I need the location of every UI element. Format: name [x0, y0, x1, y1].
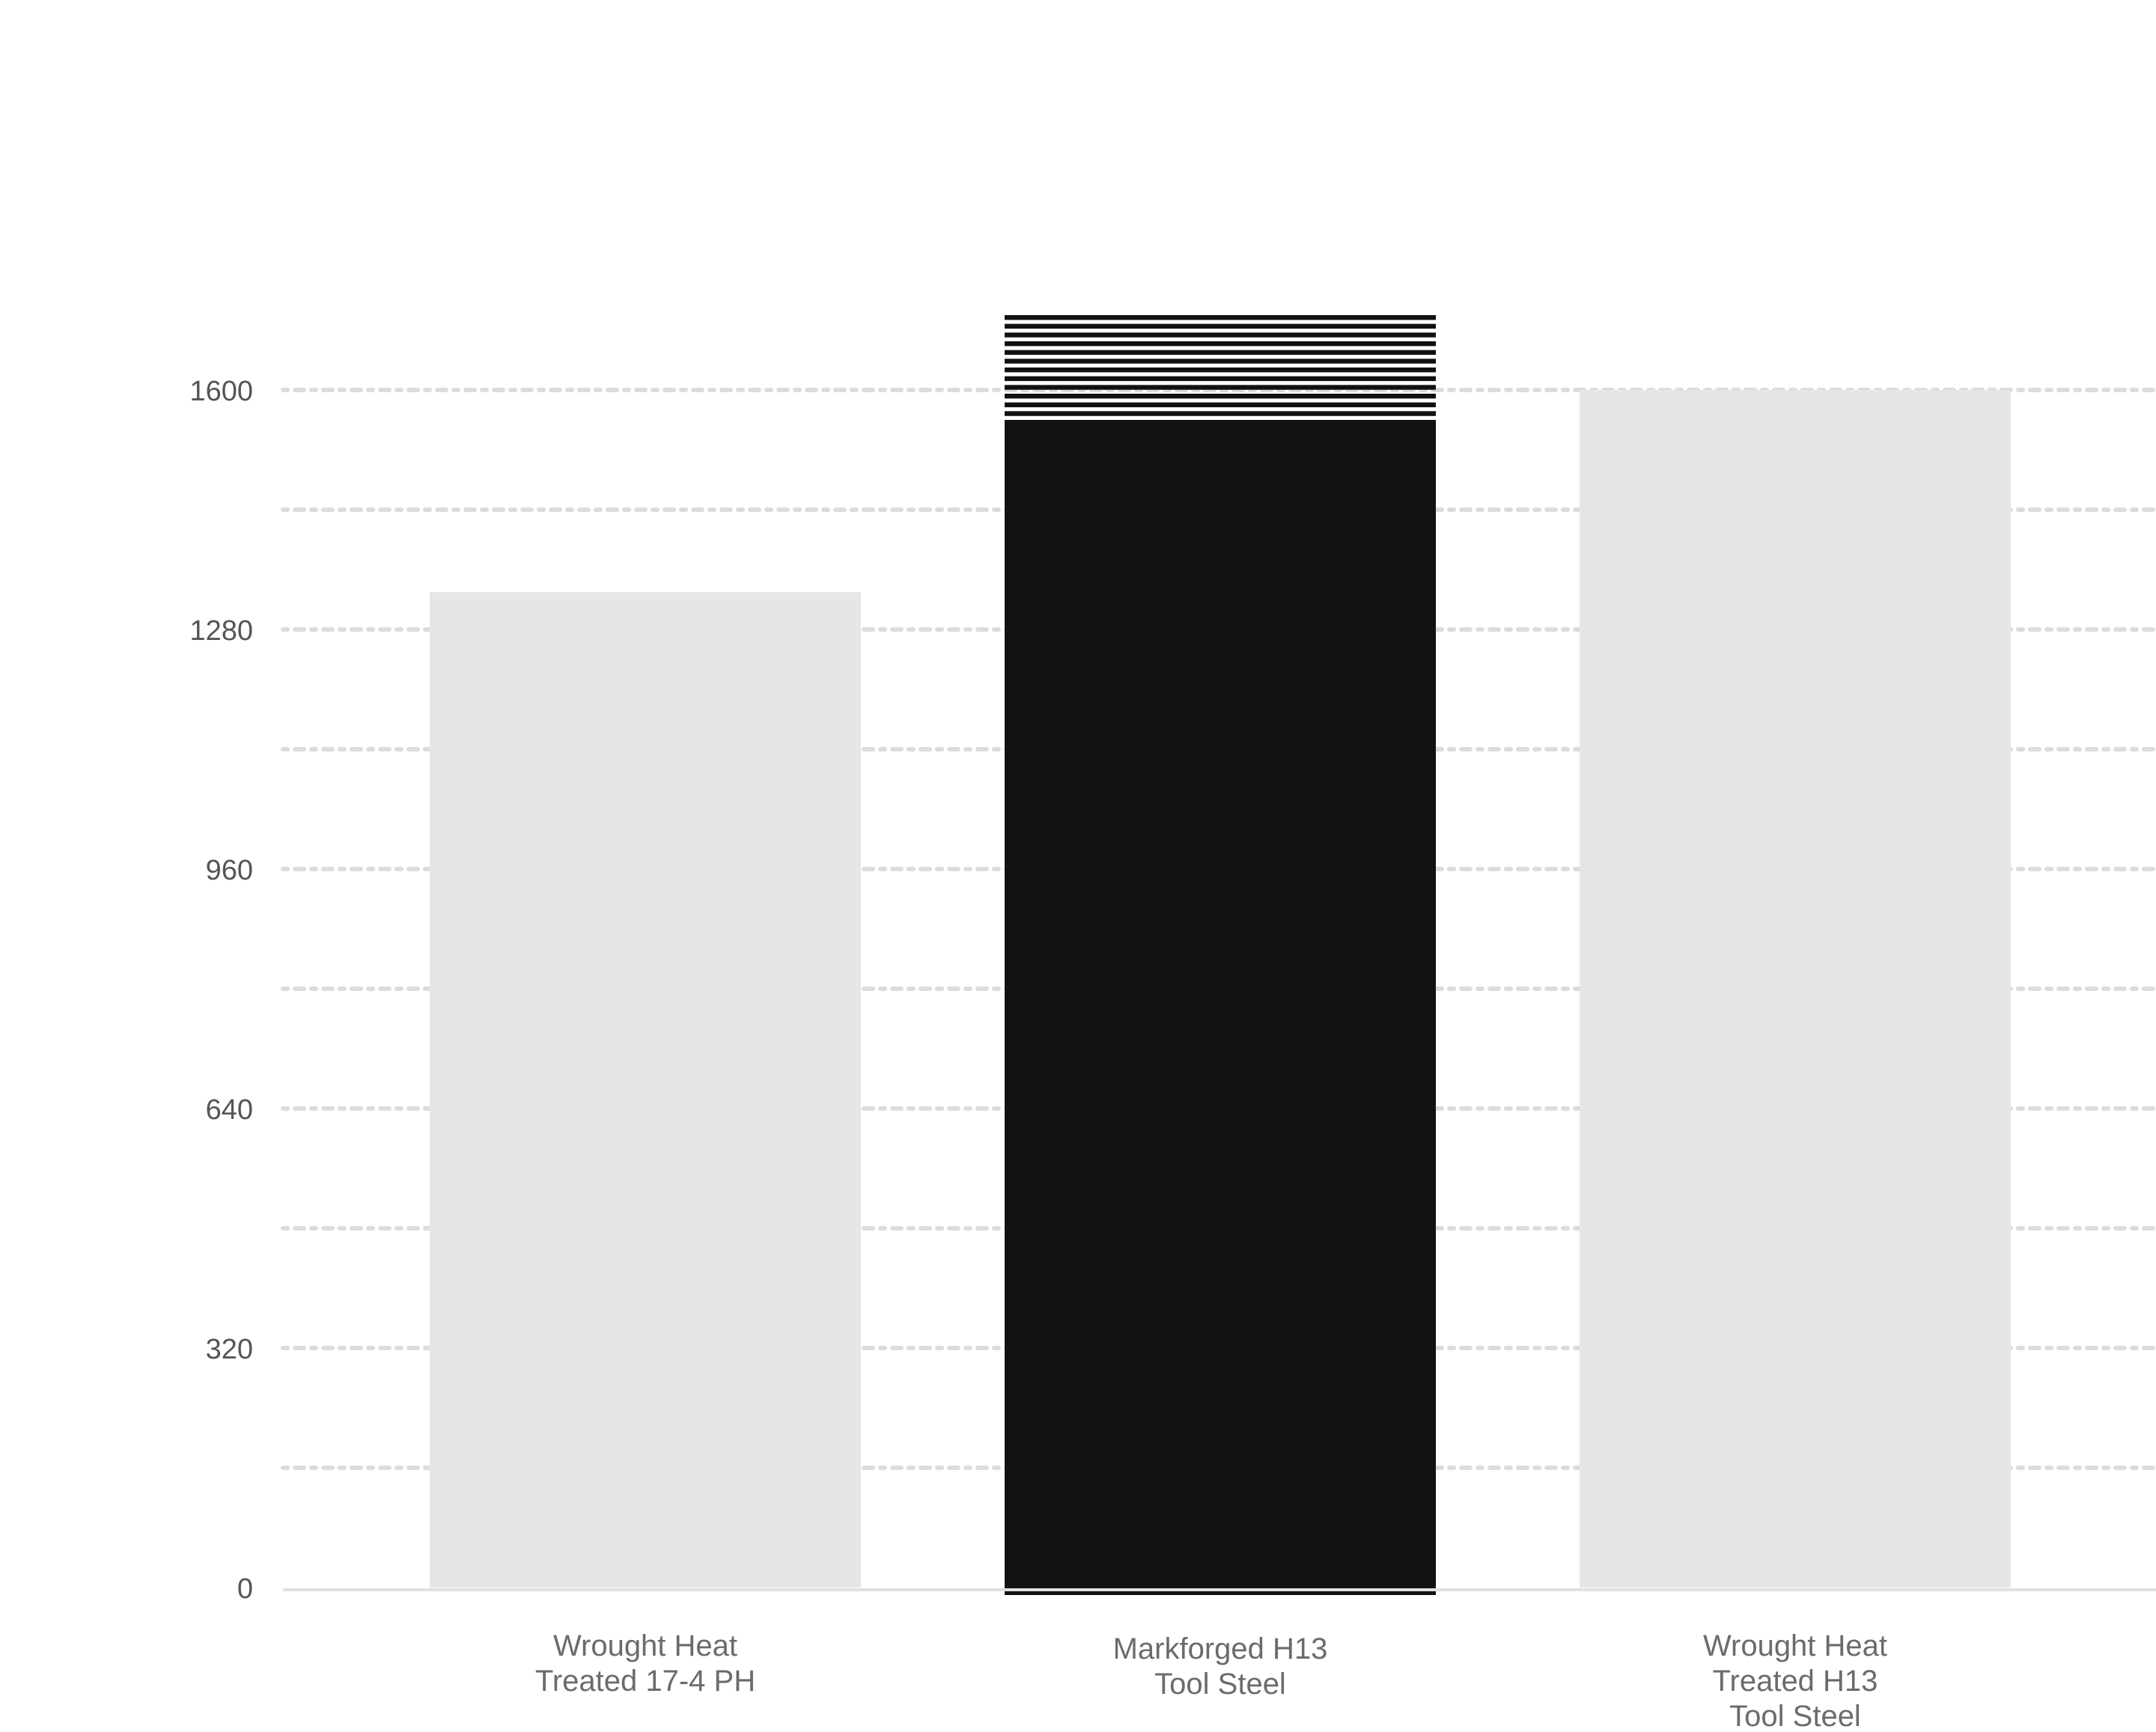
bar-wrought-17-4-ph	[430, 592, 861, 1588]
range-stripe	[1005, 402, 1436, 408]
y-tick-label: 0	[237, 1573, 253, 1605]
range-stripe	[1005, 394, 1436, 399]
bars	[430, 315, 2011, 1595]
y-tick-label: 320	[206, 1334, 253, 1365]
bar-wrought-h13	[1580, 390, 2011, 1588]
bar-range-stripes	[1005, 315, 1436, 416]
y-tick-label: 1280	[189, 615, 253, 647]
range-stripe	[1005, 368, 1436, 373]
range-stripe	[1005, 332, 1436, 338]
x-tick-label: Markforged H13 Tool Steel	[1113, 1632, 1328, 1701]
x-tick-label: Wrought Heat Treated 17-4 PH	[535, 1629, 755, 1698]
range-stripe	[1005, 359, 1436, 364]
y-tick-label: 960	[206, 855, 253, 886]
y-tick-label: 1600	[189, 376, 253, 407]
x-tick-label: Wrought Heat Treated H13 Tool Steel	[1703, 1629, 1887, 1732]
range-stripe	[1005, 411, 1436, 416]
y-tick-label: 640	[206, 1094, 253, 1126]
range-stripe	[1005, 341, 1436, 347]
range-stripe	[1005, 315, 1436, 320]
bar-markforged-h13	[1005, 420, 1436, 1595]
labels: 0 320 640 960 1280 1600 Wrought Heat Treated 17…	[189, 376, 1887, 1732]
range-stripe	[1005, 350, 1436, 356]
range-stripe	[1005, 323, 1436, 329]
range-stripe	[1005, 376, 1436, 382]
range-stripe	[1005, 385, 1436, 390]
